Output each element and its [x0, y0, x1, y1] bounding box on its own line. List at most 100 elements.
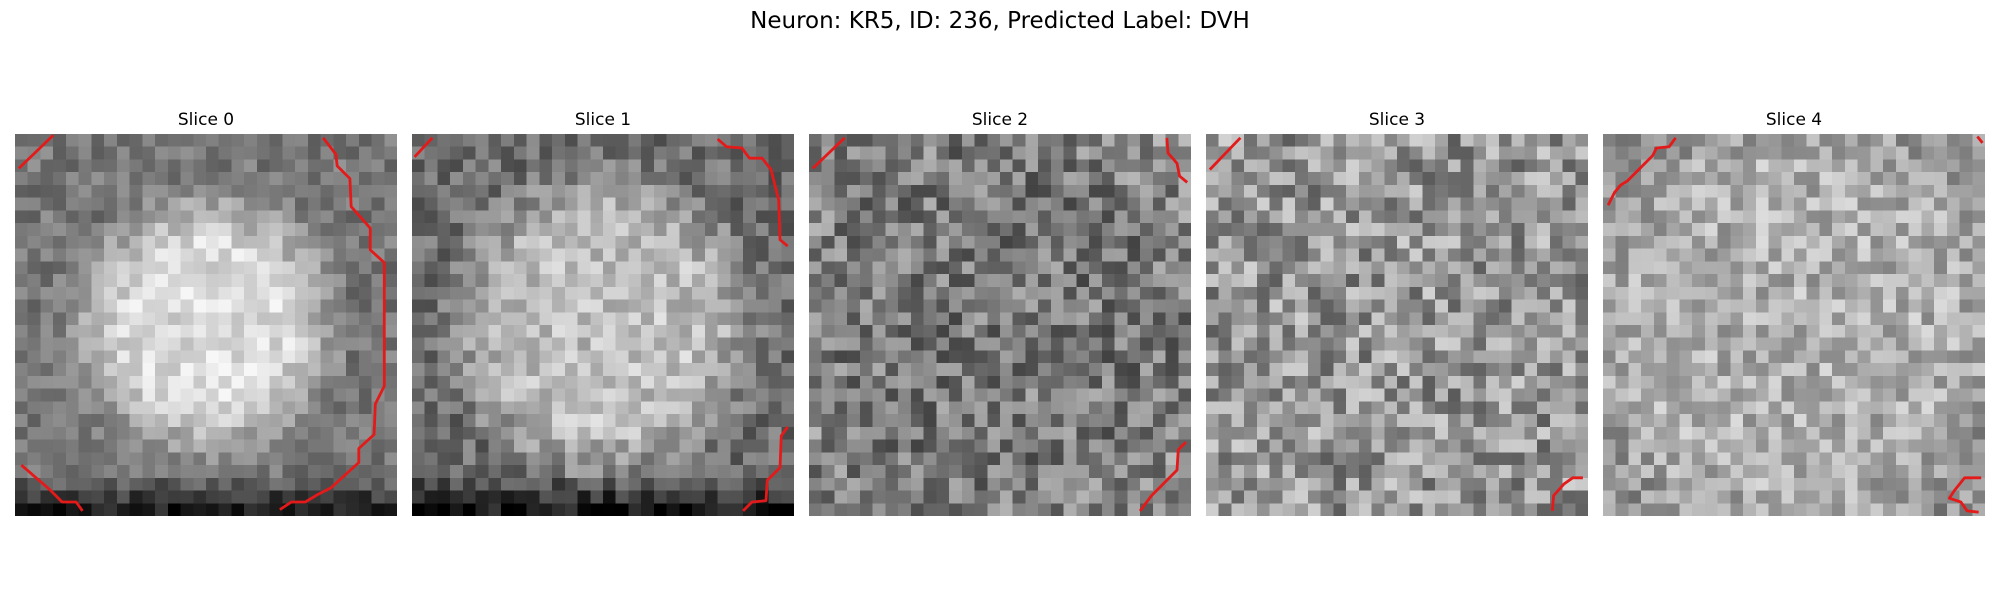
image-pixel	[1730, 184, 1744, 198]
image-pixel	[1231, 401, 1245, 415]
image-pixel	[475, 465, 489, 479]
image-pixel	[1282, 274, 1296, 288]
image-pixel	[488, 274, 502, 288]
image-pixel	[1269, 146, 1283, 160]
image-pixel	[346, 197, 360, 211]
image-pixel	[116, 465, 130, 479]
image-pixel	[1320, 426, 1334, 440]
image-pixel	[653, 452, 667, 466]
image-pixel	[1025, 388, 1039, 402]
image-pixel	[834, 146, 848, 160]
image-pixel	[847, 350, 861, 364]
image-pixel	[717, 503, 731, 516]
image-pixel	[1269, 503, 1283, 516]
image-pixel	[666, 159, 680, 173]
image-pixel	[1473, 337, 1487, 351]
image-pixel	[666, 134, 680, 147]
image-pixel	[53, 159, 67, 173]
image-pixel	[1397, 337, 1410, 351]
image-pixel	[1063, 452, 1077, 466]
image-pixel	[1615, 363, 1629, 377]
image-pixel	[730, 159, 744, 173]
image-pixel	[1755, 274, 1769, 288]
image-pixel	[450, 465, 464, 479]
image-pixel	[1152, 184, 1166, 198]
image-pixel	[1409, 299, 1423, 313]
image-pixel	[781, 477, 794, 491]
image-pixel	[1295, 452, 1309, 466]
image-pixel	[1231, 350, 1245, 364]
image-pixel	[142, 337, 156, 351]
image-pixel	[424, 465, 438, 479]
image-pixel	[1844, 184, 1858, 198]
image-pixel	[1717, 299, 1731, 313]
image-pixel	[1231, 375, 1245, 389]
image-pixel	[1435, 134, 1449, 147]
image-pixel	[1460, 490, 1474, 504]
image-pixel	[1282, 375, 1296, 389]
image-pixel	[1549, 414, 1563, 428]
image-pixel	[307, 261, 321, 275]
image-pixel	[1076, 503, 1090, 516]
image-pixel	[704, 248, 718, 262]
image-pixel	[692, 414, 706, 428]
image-pixel	[53, 235, 67, 249]
image-pixel	[1140, 197, 1154, 211]
image-pixel	[1692, 388, 1706, 402]
image-pixel	[1320, 337, 1334, 351]
image-pixel	[1883, 350, 1897, 364]
image-pixel	[1320, 184, 1334, 198]
image-pixel	[1768, 184, 1782, 198]
image-pixel	[1743, 414, 1757, 428]
image-pixel	[1959, 375, 1973, 389]
image-pixel	[1666, 388, 1680, 402]
image-pixel	[717, 223, 731, 237]
image-pixel	[155, 426, 169, 440]
image-pixel	[155, 337, 169, 351]
image-pixel	[1038, 477, 1052, 491]
image-pixel	[501, 274, 515, 288]
image-pixel	[346, 184, 360, 198]
image-pixel	[1883, 490, 1897, 504]
image-pixel	[1371, 401, 1385, 415]
image-pixel	[116, 134, 130, 147]
image-pixel	[974, 414, 988, 428]
image-pixel	[885, 452, 899, 466]
image-pixel	[1152, 159, 1166, 173]
image-pixel	[1101, 503, 1115, 516]
image-pixel	[1025, 414, 1039, 428]
image-pixel	[1498, 274, 1512, 288]
image-pixel	[821, 184, 835, 198]
image-pixel	[1819, 223, 1833, 237]
image-pixel	[155, 210, 169, 224]
image-pixel	[1883, 159, 1897, 173]
image-pixel	[1666, 439, 1680, 453]
image-pixel	[704, 159, 718, 173]
image-pixel	[462, 235, 476, 249]
image-pixel	[437, 350, 451, 364]
image-pixel	[847, 210, 861, 224]
image-pixel	[1730, 325, 1744, 338]
image-pixel	[358, 325, 372, 338]
image-pixel	[269, 210, 283, 224]
image-pixel	[1895, 490, 1909, 504]
image-pixel	[513, 299, 527, 313]
image-pixel	[1653, 172, 1667, 186]
image-pixel	[256, 465, 270, 479]
image-pixel	[450, 223, 464, 237]
image-pixel	[320, 159, 334, 173]
image-pixel	[475, 274, 489, 288]
image-pixel	[717, 337, 731, 351]
image-pixel	[206, 337, 219, 351]
image-pixel	[1615, 375, 1629, 389]
image-pixel	[53, 134, 67, 147]
image-pixel	[142, 261, 156, 275]
image-pixel	[1832, 426, 1846, 440]
image-pixel	[666, 146, 680, 160]
image-pixel	[142, 146, 156, 160]
image-pixel	[704, 286, 718, 300]
image-pixel	[577, 172, 591, 186]
image-pixel	[1409, 375, 1423, 389]
image-pixel	[923, 286, 937, 300]
image-pixel	[1244, 350, 1258, 364]
